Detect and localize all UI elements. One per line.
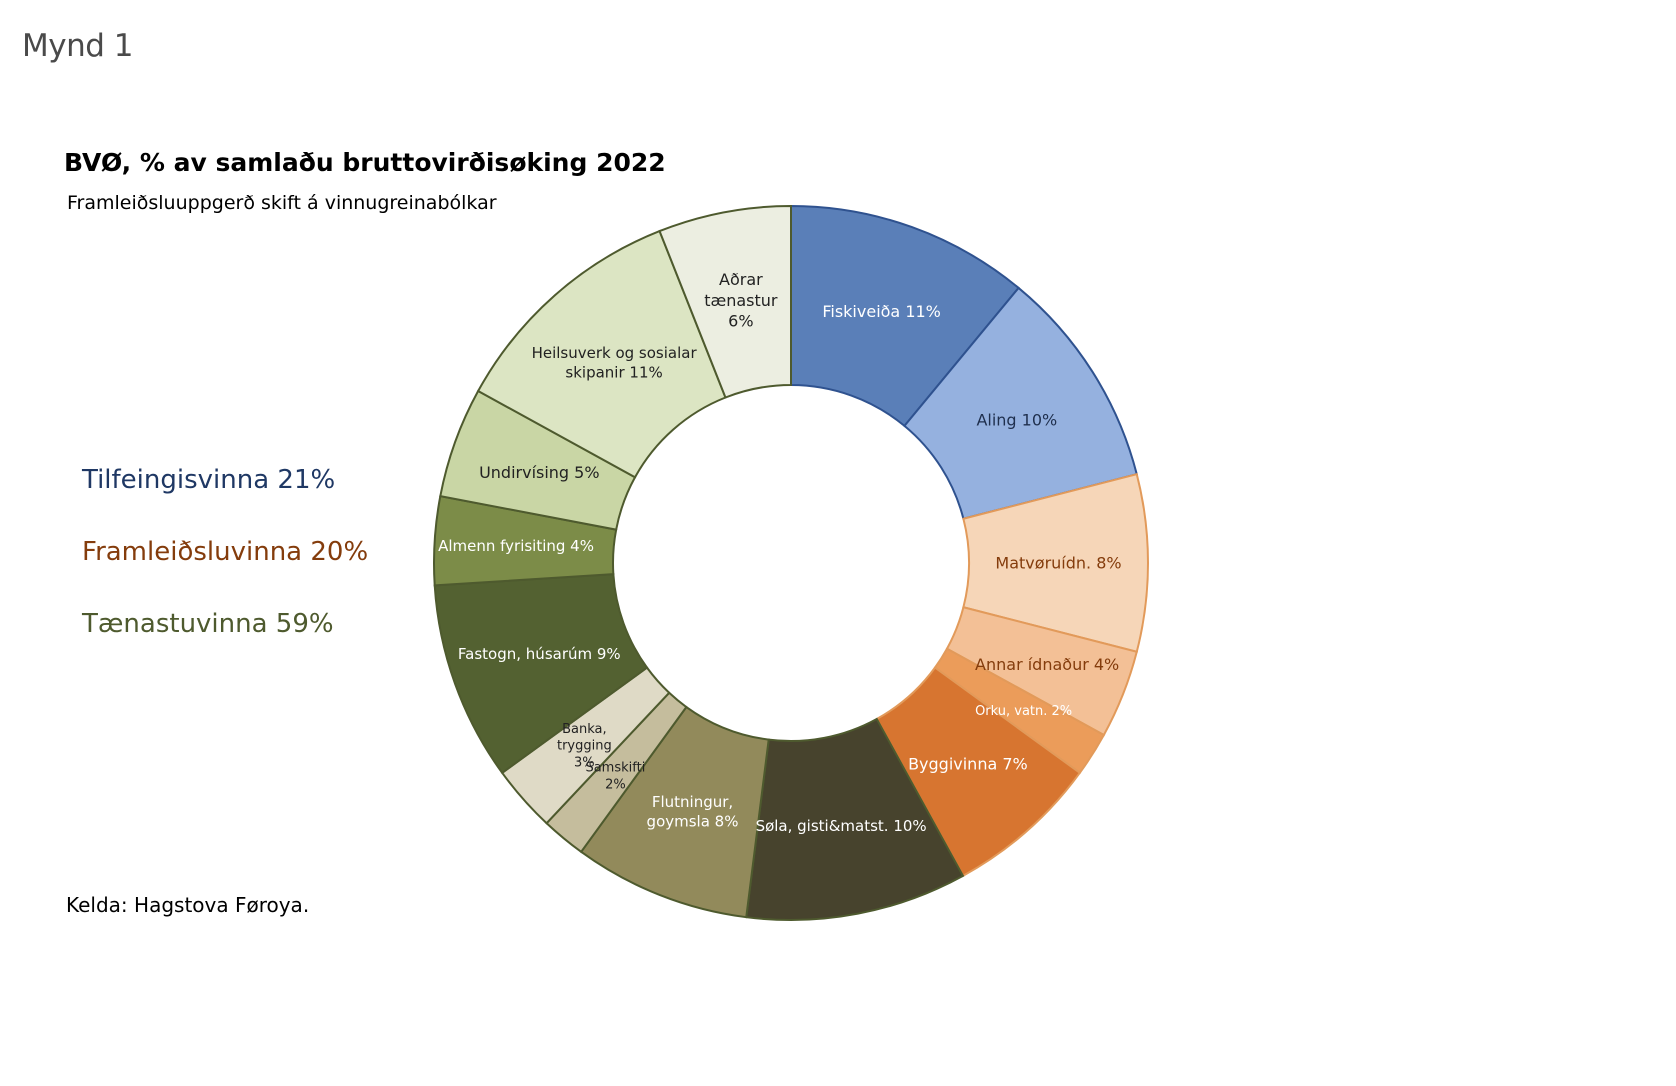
group-label-taenastuvinna: Tænastuvinna 59% [82, 609, 334, 639]
slice-label-aling: Aling 10% [976, 410, 1057, 429]
source-note: Kelda: Hagstova Føroya. [66, 893, 310, 917]
slice-label-flutningur-goymsla: Flutningur, goymsla 8% [647, 793, 739, 831]
group-label-tilfeingisvinna: Tilfeingisvinna 21% [82, 465, 336, 495]
slice-label-annar-i-dna-ur: Annar ídnaður 4% [975, 655, 1119, 674]
slice-label-orku-vatn: Orku, vatn. 2% [975, 704, 1072, 719]
slice-label-a-rar-t-nastur: Aðrar tænastur 6% [704, 270, 778, 331]
donut-slices [433, 204, 1149, 921]
slice-label-undirvi-sing: Undirvísing 5% [479, 463, 600, 482]
slice-label-byggivinna: Byggivinna 7% [908, 754, 1028, 773]
slice-label-banka-trygging: Banka, trygging 3% [557, 722, 612, 771]
slice-label-fiskivei-a: Fiskiveiða 11% [822, 302, 941, 321]
figure-label: Mynd 1 [22, 28, 134, 64]
group-label-framleidsluvinna: Framleiðsluvinna 20% [82, 537, 369, 567]
slice-label-heilsuverk-og-sosialar-skipanir: Heilsuverk og sosialar skipanir 11% [532, 344, 698, 382]
chart-title: BVØ, % av samlaðu bruttovirðisøking 2022 [64, 148, 666, 177]
slice-label-samskifti: Samskifti 2% [585, 760, 645, 792]
group-legend: Tilfeingisvinna 21% Framleiðsluvinna 20%… [82, 462, 368, 678]
slice-label-almenn-fyrisiting: Almenn fyrisiting 4% [438, 537, 594, 555]
chart-subtitle: Framleiðsluuppgerð skift á vinnugreinabó… [67, 192, 497, 214]
slice-a-rar-t-nastur [658, 204, 792, 399]
donut-labels: Fiskiveiða 11% Aling 10% Matvøruídn. 8% Ann… [438, 270, 1121, 835]
slice-label-matv-rui-dn: Matvøruídn. 8% [995, 554, 1121, 573]
slice-label-fastogn-hu-saru-m: Fastogn, húsarúm 9% [458, 645, 621, 663]
slice-label-s-la-gisti-matst: Søla, gisti&matst. 10% [756, 817, 927, 835]
